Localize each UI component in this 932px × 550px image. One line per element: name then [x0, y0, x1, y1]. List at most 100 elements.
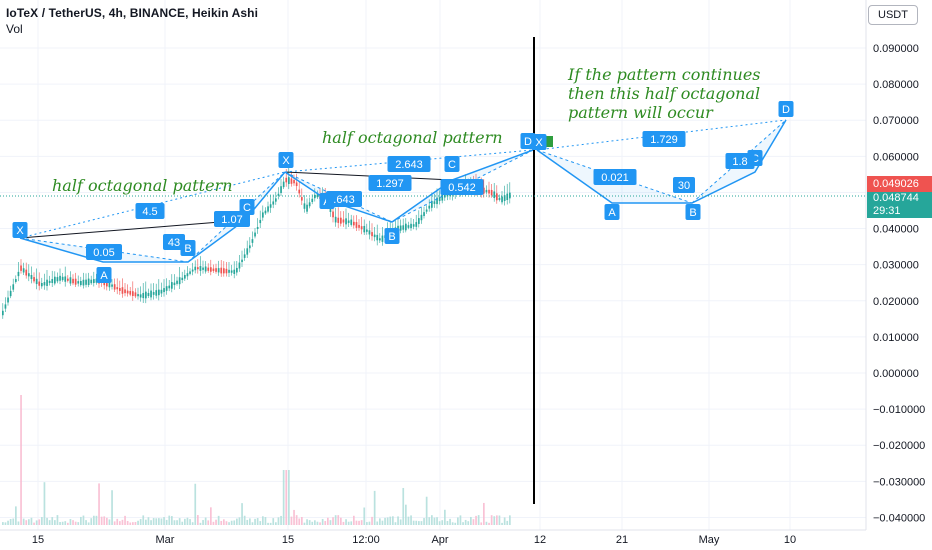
pattern2-point-c[interactable]: C — [444, 156, 460, 172]
volume-bar — [90, 518, 93, 525]
pattern1-ratio-xb[interactable]: 0.05 — [86, 244, 122, 260]
candle-body — [433, 201, 436, 204]
symbol-title[interactable]: IoTeX / TetherUS, 4h, BINANCE, Heikin As… — [6, 6, 259, 20]
volume-bar — [103, 516, 106, 525]
volume-bar — [241, 503, 243, 525]
pattern3-ratio-bd[interactable]: 30 — [673, 177, 695, 193]
pattern1-ratio-bd[interactable]: 43 — [163, 234, 185, 250]
time-axis[interactable]: 15 Mar 15 12:00 Apr 12 21 May 10 — [0, 529, 866, 546]
volume-bar — [228, 522, 230, 525]
price-axis[interactable]: 0. 0.0900000.0800000.0700000.0600000.050… — [865, 0, 925, 530]
volume-bar — [150, 520, 152, 525]
volume-bar — [46, 517, 48, 525]
volume-bar — [9, 519, 12, 525]
svg-text:B: B — [689, 207, 696, 219]
pattern3-point-b[interactable]: B — [685, 204, 701, 220]
volume-bar — [230, 520, 233, 525]
prediction-line-3[interactable]: pattern will occur — [568, 103, 714, 122]
pattern-text-2[interactable]: half octagonal pattern — [322, 128, 503, 147]
pattern2-xd-ratio-line[interactable] — [284, 149, 534, 173]
pattern-text-1[interactable]: half octagonal pattern — [52, 176, 233, 195]
pattern2-ratio-xb[interactable]: 1.297 — [368, 175, 412, 191]
candle-body — [301, 197, 303, 201]
candle-body — [108, 281, 111, 288]
volume-bar — [152, 518, 155, 525]
candle-body — [54, 276, 56, 284]
pattern2-point-b[interactable]: B — [384, 228, 400, 244]
candle-body — [189, 271, 191, 274]
pattern2-xc-line[interactable] — [284, 171, 453, 181]
time-tick-label: 21 — [616, 534, 628, 546]
prediction-line-1[interactable]: If the pattern continues — [567, 65, 761, 84]
pattern2-ratio-xc[interactable]: 0.542 — [440, 179, 484, 195]
pattern1-point-a[interactable]: A — [96, 267, 112, 283]
volume-bar — [277, 517, 280, 525]
time-tick-label: 10 — [784, 534, 796, 546]
pattern1-ratio-xc[interactable]: 1.07 — [214, 211, 250, 227]
pattern2-ratio-xd[interactable]: 2.643 — [387, 156, 431, 172]
volume-bar — [246, 519, 249, 525]
candle-body — [64, 276, 67, 282]
volume-bar — [163, 517, 165, 525]
candle-body — [488, 189, 490, 194]
volume-bar — [301, 516, 303, 525]
candle-body — [337, 217, 340, 223]
volume-bar — [384, 517, 386, 525]
pattern3-ratio-xc[interactable]: 1.8 — [725, 153, 755, 169]
svg-text:C: C — [751, 153, 759, 165]
candle-body — [111, 284, 113, 287]
pattern3-point-a[interactable]: A — [604, 204, 620, 220]
price-tick-label: −0.040000 — [873, 512, 925, 524]
candle-body — [350, 219, 353, 225]
candle-body — [241, 259, 243, 263]
volume-bar — [444, 509, 446, 525]
volume-bar — [54, 520, 56, 525]
candle-body — [353, 221, 355, 226]
candle-body — [119, 288, 121, 291]
green-flag-icon — [544, 136, 553, 147]
volume-bar — [243, 515, 246, 525]
volume-bar — [251, 522, 254, 525]
volume-indicator-label[interactable]: Vol — [6, 22, 23, 36]
candle-body — [251, 239, 254, 243]
svg-text:A: A — [100, 270, 108, 282]
pattern2-point-x[interactable]: X — [278, 152, 294, 168]
candle-body — [69, 277, 72, 284]
pattern3-point-d[interactable]: D — [778, 101, 794, 117]
bar-countdown: 29:31 — [873, 205, 901, 217]
candle-body — [371, 232, 373, 237]
volume-bar — [467, 521, 470, 525]
candle-body — [360, 226, 363, 230]
pattern2-xb-ratio-line[interactable] — [284, 171, 393, 223]
pattern2-ratio-bd[interactable]: .643 — [326, 191, 362, 207]
volume-bar — [15, 506, 17, 525]
volume-bar — [433, 517, 436, 525]
volume-bar — [399, 519, 402, 525]
volume-bar — [80, 516, 82, 525]
pattern3-ratio-xb[interactable]: 0.021 — [593, 169, 637, 185]
volume-bar — [472, 519, 475, 525]
pattern-labels[interactable]: X A B C 4.5 0.05 43 1.07 X A B C 2.643 1.297 .643 0.542… — [12, 101, 794, 283]
currency-button[interactable]: USDT — [868, 5, 918, 25]
candle-body — [306, 204, 308, 212]
volume-bar — [407, 516, 410, 525]
pattern1-point-x[interactable]: X — [12, 222, 28, 238]
pattern1-ratio-xd[interactable]: 4.5 — [135, 203, 165, 219]
prediction-line-2[interactable]: then this half octagonal — [568, 84, 760, 103]
candle-body — [246, 248, 249, 255]
pattern3-point-x[interactable]: X — [531, 134, 547, 150]
volume-bar — [113, 521, 116, 525]
volume-bar — [376, 521, 379, 525]
volume-bar — [259, 521, 262, 525]
volume-bar — [337, 515, 340, 525]
candle-body — [509, 192, 511, 199]
candle-body — [347, 220, 350, 223]
pattern1-xc-line[interactable] — [19, 219, 246, 239]
candle-body — [212, 268, 215, 271]
volume-bar — [298, 518, 301, 525]
pattern3-ratio-xd[interactable]: 1.729 — [642, 131, 686, 147]
volume-bar — [178, 518, 181, 525]
volume-bar — [61, 521, 64, 525]
candle-body — [334, 216, 337, 223]
